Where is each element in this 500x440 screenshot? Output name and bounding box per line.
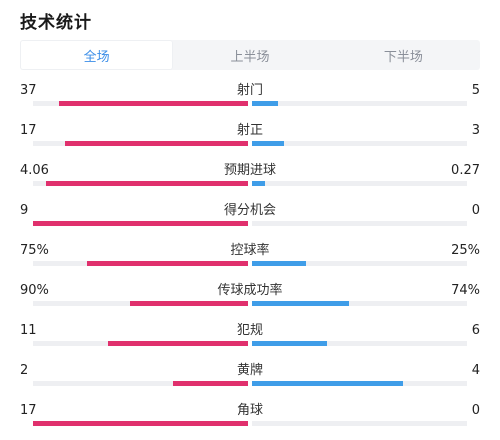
- home-bar: [108, 341, 248, 346]
- away-value: 5: [471, 83, 480, 98]
- away-value: 0: [471, 203, 480, 218]
- away-bar: [252, 341, 328, 346]
- stat-row-shots-on-target: 17 射正 3: [0, 120, 500, 160]
- home-bar-track: [33, 221, 248, 226]
- home-bar: [129, 301, 248, 306]
- stat-row-shots: 37 射门 5: [0, 80, 500, 120]
- home-bar-track: [33, 421, 248, 426]
- stat-row-possession: 75% 控球率 25%: [0, 240, 500, 280]
- stat-row-pass-accuracy: 90% 传球成功率 74%: [0, 280, 500, 320]
- away-bar: [252, 381, 403, 386]
- away-bar: [252, 141, 285, 146]
- away-bar-track: [252, 381, 467, 386]
- away-value: 0: [471, 403, 480, 418]
- stat-label: 射正: [236, 123, 263, 138]
- home-value: 37: [20, 83, 37, 98]
- period-tabs: 全场 上半场 下半场: [20, 40, 480, 70]
- home-value: 2: [20, 363, 29, 378]
- stat-label: 角球: [236, 403, 263, 418]
- tab-first-half[interactable]: 上半场: [230, 49, 270, 65]
- home-bar: [172, 381, 248, 386]
- home-value: 17: [20, 403, 37, 418]
- page-title: 技术统计: [20, 13, 92, 33]
- away-value: 74%: [451, 283, 480, 298]
- away-bar-track: [252, 261, 467, 266]
- away-value: 6: [471, 323, 480, 338]
- stat-label: 得分机会: [223, 203, 276, 218]
- home-bar-track: [33, 301, 248, 306]
- stat-label: 黄牌: [236, 363, 263, 378]
- home-value: 4.06: [20, 163, 49, 178]
- stat-row-expected-goals: 4.06 预期进球 0.27: [0, 160, 500, 200]
- home-bar: [86, 261, 248, 266]
- away-bar: [252, 261, 306, 266]
- home-bar: [33, 421, 248, 426]
- stat-label: 犯规: [236, 323, 263, 338]
- home-value: 9: [20, 203, 29, 218]
- stat-label: 射门: [236, 83, 263, 98]
- away-bar-track: [252, 181, 467, 186]
- stat-row-fouls: 11 犯规 6: [0, 320, 500, 360]
- home-bar: [33, 221, 248, 226]
- home-value: 75%: [20, 243, 49, 258]
- home-bar-track: [33, 141, 248, 146]
- stats-list: 37 射门 5 17 射正 3 4.06 预期进球 0.27 9 得分机会 0 …: [0, 80, 500, 440]
- away-value: 25%: [451, 243, 480, 258]
- away-value: 3: [471, 123, 480, 138]
- home-bar-track: [33, 181, 248, 186]
- away-bar: [252, 181, 266, 186]
- tab-full-match[interactable]: 全场: [20, 40, 174, 70]
- away-bar: [252, 101, 278, 106]
- home-bar-track: [33, 101, 248, 106]
- stat-label: 控球率: [230, 243, 270, 258]
- home-bar-track: [33, 261, 248, 266]
- away-bar-track: [252, 221, 467, 226]
- tab-second-half[interactable]: 下半场: [383, 49, 423, 65]
- stat-row-corners: 17 角球 0: [0, 400, 500, 440]
- away-bar-track: [252, 141, 467, 146]
- home-bar: [65, 141, 248, 146]
- away-bar-track: [252, 101, 467, 106]
- away-bar-track: [252, 301, 467, 306]
- home-value: 17: [20, 123, 37, 138]
- home-bar-track: [33, 341, 248, 346]
- away-bar: [252, 301, 349, 306]
- away-value: 0.27: [451, 163, 480, 178]
- home-value: 90%: [20, 283, 49, 298]
- away-bar-track: [252, 341, 467, 346]
- away-value: 4: [471, 363, 480, 378]
- home-value: 11: [20, 323, 37, 338]
- stat-row-big-chances: 9 得分机会 0: [0, 200, 500, 240]
- away-bar-track: [252, 421, 467, 426]
- home-bar-track: [33, 381, 248, 386]
- stat-label: 传球成功率: [217, 283, 283, 298]
- stat-row-yellow-cards: 2 黄牌 4: [0, 360, 500, 400]
- home-bar: [58, 101, 248, 106]
- stat-label: 预期进球: [223, 163, 276, 178]
- home-bar: [46, 181, 248, 186]
